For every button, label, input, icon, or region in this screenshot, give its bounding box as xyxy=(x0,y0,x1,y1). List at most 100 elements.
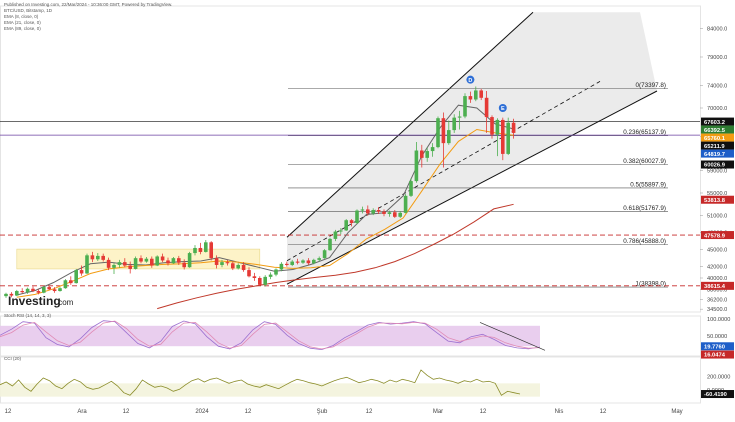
candle-body-67 xyxy=(366,209,370,214)
x-tick-label-9: Nis xyxy=(555,409,564,415)
fib-label-2: 0.382(60027.9) xyxy=(623,158,666,165)
marker-text-1: E xyxy=(501,106,505,112)
candle-body-40 xyxy=(220,262,224,265)
price-label-3: 65211.9 xyxy=(704,144,725,150)
candle-body-91 xyxy=(495,119,500,135)
candle-body-30 xyxy=(166,260,170,264)
candle-body-59 xyxy=(322,250,327,259)
y-tick-label-7: 51000.0 xyxy=(707,214,727,220)
candle-body-46 xyxy=(252,276,257,278)
symbol-title: BTC/USD, Bitstamp, 1D xyxy=(4,8,53,13)
candle-body-39 xyxy=(214,258,219,265)
price-label-8: 38615.4 xyxy=(704,284,726,290)
y-tick-label-6: 55000.0 xyxy=(707,191,727,197)
y-tick-label-9: 45000.0 xyxy=(707,248,727,254)
candle-body-43 xyxy=(236,264,240,269)
stoch-value-box-0 xyxy=(701,342,734,351)
candle-body-65 xyxy=(355,210,359,224)
price-label-0: 67603.2 xyxy=(704,120,725,126)
candle-body-35 xyxy=(193,247,197,254)
x-tick-label-6: 12 xyxy=(366,409,373,415)
candle-body-75 xyxy=(409,181,413,196)
candle-body-85 xyxy=(463,96,467,117)
candle-body-64 xyxy=(349,220,354,224)
candle-body-44 xyxy=(241,264,246,271)
candle-body-54 xyxy=(295,261,300,263)
stoch-value-1: 16.0474 xyxy=(704,353,726,359)
stoch-band xyxy=(0,325,540,347)
candle-body-82 xyxy=(447,130,451,144)
candle-body-87 xyxy=(474,90,478,100)
cci-title: CCI (20) xyxy=(4,356,22,361)
price-label-box-7 xyxy=(701,231,734,240)
investing-logo-text: Investing xyxy=(8,294,61,308)
candle-body-5 xyxy=(31,288,35,292)
x-tick-label-4: 12 xyxy=(245,409,252,415)
candle-body-15 xyxy=(85,255,89,274)
investing-logo-suffix: .com xyxy=(56,298,74,307)
price-label-6: 53813.8 xyxy=(704,198,726,204)
x-tick-label-3: 2024 xyxy=(195,409,209,415)
fib-label-4: 0.618(51767.9) xyxy=(623,205,666,212)
candle-body-32 xyxy=(177,258,181,263)
marker-text-0: D xyxy=(468,78,472,84)
candle-body-24 xyxy=(133,258,138,269)
stoch-trendline xyxy=(479,322,546,351)
candle-body-56 xyxy=(306,260,311,264)
price-label-4: 64819.7 xyxy=(704,152,725,158)
candle-body-76 xyxy=(414,150,419,182)
candle-body-19 xyxy=(106,259,111,268)
fib-label-0: 0(73397.8) xyxy=(636,82,666,89)
candle-body-34 xyxy=(187,253,192,268)
cci-tick-0: 200.0000 xyxy=(707,375,730,381)
candle-body-93 xyxy=(506,122,510,154)
stoch-line-0 xyxy=(0,320,541,351)
stoch-value-box-1 xyxy=(701,350,734,359)
ema-line-1 xyxy=(16,128,514,298)
ema89-legend: EMA (89, close, 0) xyxy=(4,26,41,31)
fib-label-6: 1(38398.0) xyxy=(636,281,666,288)
y-tick-label-13: 36200.0 xyxy=(707,298,727,304)
candle-body-38 xyxy=(209,242,213,259)
candle-body-68 xyxy=(371,210,375,214)
channel-upper-line xyxy=(286,11,534,238)
ema-line-2 xyxy=(157,203,514,310)
candle-body-81 xyxy=(441,118,446,144)
stoch-title: Stoch RSI (14, 14, 3, 3) xyxy=(4,313,52,318)
candle-body-84 xyxy=(457,116,462,118)
stoch-line-1 xyxy=(0,320,541,350)
marker-0 xyxy=(466,75,475,84)
candle-body-33 xyxy=(182,262,186,268)
candle-body-86 xyxy=(468,96,473,100)
cci-line xyxy=(0,369,521,396)
candle-body-80 xyxy=(436,118,440,148)
cci-value-box-0 xyxy=(701,390,734,399)
price-label-5: 60026.9 xyxy=(704,163,726,169)
candle-body-21 xyxy=(117,262,122,265)
candle-body-70 xyxy=(382,211,386,214)
price-label-box-5 xyxy=(701,160,734,169)
candle-body-55 xyxy=(301,260,305,263)
stoch-value-0: 19.7760 xyxy=(704,344,725,350)
price-label-2: 65760.1 xyxy=(704,136,726,142)
x-tick-label-8: 12 xyxy=(480,409,487,415)
candle-body-58 xyxy=(317,258,321,260)
price-label-box-1 xyxy=(701,125,734,134)
candle-body-49 xyxy=(268,274,273,277)
price-label-box-4 xyxy=(701,149,734,158)
candle-body-48 xyxy=(263,276,267,285)
stoch-tick-1: 50.0000 xyxy=(707,334,727,340)
cci-band xyxy=(0,383,540,397)
fib-label-1: 0.236(65137.9) xyxy=(623,129,666,136)
published-note: Published on Investing.com, 22/Mar/2024 … xyxy=(4,2,173,7)
candle-body-36 xyxy=(198,247,203,252)
ema8-legend: EMA (8, close, 0) xyxy=(4,14,39,19)
candle-body-17 xyxy=(96,255,100,260)
x-tick-label-10: 12 xyxy=(600,409,607,415)
cci-value-0: -60.4190 xyxy=(704,392,727,398)
y-tick-label-5: 59000.0 xyxy=(707,168,727,174)
candle-body-0 xyxy=(4,293,8,297)
candle-body-57 xyxy=(312,259,316,264)
candle-body-53 xyxy=(290,261,294,265)
